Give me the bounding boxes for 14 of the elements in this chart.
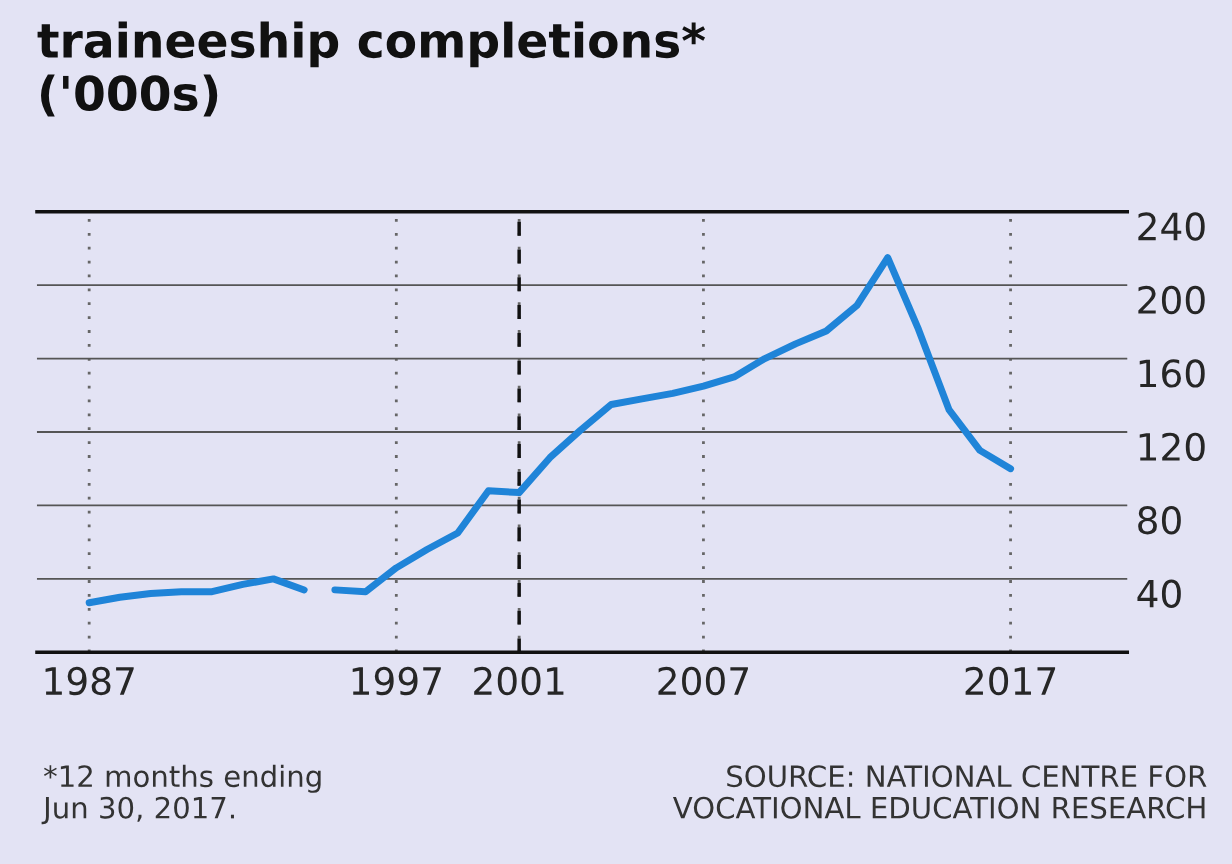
x-tick-label: 2007 [658, 666, 748, 696]
x-tick-label: 1987 [45, 666, 134, 696]
y-tick-label: 160 [1139, 359, 1205, 388]
x-tick-label: 2017 [965, 666, 1056, 696]
text: *12 months ending Jun 30, 2017. [41, 764, 321, 825]
y-tick-label: 40 [1137, 579, 1181, 608]
y-tick-label: 200 [1138, 285, 1205, 315]
x-tick-label: 2001 [474, 666, 564, 696]
source-note: SOURCE: NATIONAL CENTRE FOR VOCATIONAL EDUCATION RESEARCH [672, 765, 1207, 819]
chart-title: traineeship completions* ('000s) [37, 21, 706, 117]
y-tick-label: 80 [1138, 506, 1181, 535]
y-tick-label: 240 [1138, 212, 1205, 241]
y-tick-label: 120 [1139, 432, 1205, 462]
x-tick-label: 1997 [352, 666, 441, 696]
